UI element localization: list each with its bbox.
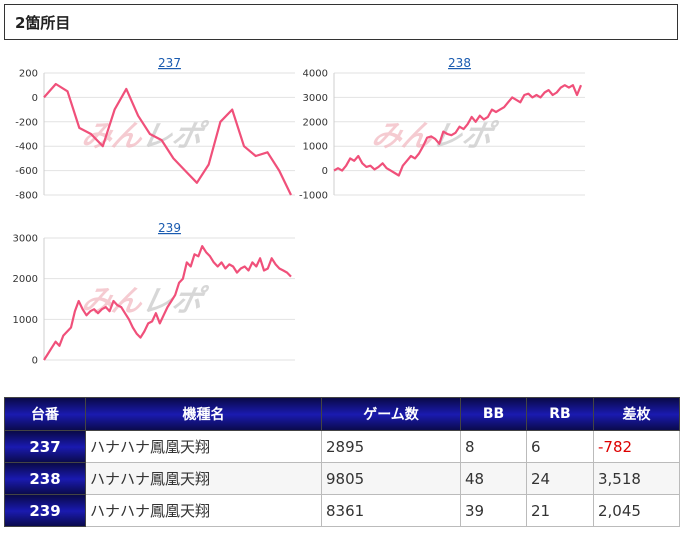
bb-count: 8 bbox=[460, 430, 527, 463]
machine-name: ハナハナ鳳凰天翔 bbox=[85, 430, 322, 463]
watermark-part1: みん bbox=[368, 119, 437, 154]
section-title: 2箇所目 bbox=[15, 14, 71, 32]
series-line bbox=[43, 245, 292, 361]
y-tick-label: 3000 bbox=[13, 234, 38, 245]
y-tick-label: 1000 bbox=[13, 315, 38, 326]
table-row: 239 ハナハナ鳳凰天翔 8361 39 21 2,045 bbox=[4, 494, 680, 527]
coin-difference: 3,518 bbox=[593, 462, 680, 495]
bb-count: 39 bbox=[460, 494, 527, 527]
game-count: 8361 bbox=[321, 494, 461, 527]
col-header-number[interactable]: 台番 bbox=[4, 397, 86, 431]
y-tick-label: -800 bbox=[15, 191, 38, 202]
y-tick-label: 1000 bbox=[303, 142, 328, 153]
y-tick-label: 3000 bbox=[303, 93, 328, 104]
col-header-rb[interactable]: RB bbox=[526, 397, 594, 431]
machine-number[interactable]: 237 bbox=[4, 430, 86, 463]
bb-count: 48 bbox=[460, 462, 527, 495]
y-tick-label: 2000 bbox=[13, 274, 38, 285]
watermark-part1: みん bbox=[78, 119, 147, 154]
chart-237: 237 200 0 -200 -400 -600 -800 みんレポ bbox=[0, 55, 300, 202]
table-row: 237 ハナハナ鳳凰天翔 2895 8 6 -782 bbox=[4, 430, 680, 463]
rb-count: 6 bbox=[526, 430, 594, 463]
y-tick-label: 200 bbox=[19, 69, 38, 80]
col-header-diff[interactable]: 差枚 bbox=[593, 397, 680, 431]
watermark-logo: みんレポ bbox=[78, 119, 210, 154]
coin-difference: -782 bbox=[593, 430, 680, 463]
chart-title-link[interactable]: 239 bbox=[158, 221, 181, 235]
machine-number[interactable]: 239 bbox=[4, 494, 86, 527]
series-line bbox=[333, 84, 583, 177]
col-header-games[interactable]: ゲーム数 bbox=[321, 397, 461, 431]
y-tick-label: 0 bbox=[32, 93, 38, 104]
watermark-part2: レポ bbox=[138, 284, 210, 319]
series-line bbox=[43, 82, 292, 196]
y-tick-label: -1000 bbox=[299, 191, 328, 202]
y-tick-label: 0 bbox=[32, 356, 38, 367]
game-count: 9805 bbox=[321, 462, 461, 495]
col-header-machine[interactable]: 機種名 bbox=[85, 397, 322, 431]
coin-difference: 2,045 bbox=[593, 494, 680, 527]
y-tick-label: 0 bbox=[322, 166, 328, 177]
watermark-part2: レポ bbox=[428, 119, 500, 154]
chart-svg: 237 200 0 -200 -400 -600 -800 みんレポ bbox=[15, 56, 295, 202]
col-header-bb[interactable]: BB bbox=[460, 397, 527, 431]
rb-count: 24 bbox=[526, 462, 594, 495]
rb-count: 21 bbox=[526, 494, 594, 527]
y-tick-label: 2000 bbox=[303, 117, 328, 128]
chart-title-link[interactable]: 238 bbox=[448, 56, 471, 70]
machine-name: ハナハナ鳳凰天翔 bbox=[85, 494, 322, 527]
game-count: 2895 bbox=[321, 430, 461, 463]
chart-238: 238 4000 3000 2000 1000 0 -1000 みんレポ bbox=[290, 55, 590, 202]
results-table: 台番 機種名 ゲーム数 BB RB 差枚 237 ハナハナ鳳凰天翔 2895 8… bbox=[4, 397, 680, 527]
machine-name: ハナハナ鳳凰天翔 bbox=[85, 462, 322, 495]
y-tick-label: -200 bbox=[15, 117, 38, 128]
chart-239: 239 3000 2000 1000 0 みんレポ bbox=[0, 220, 300, 367]
y-tick-label: 4000 bbox=[303, 69, 328, 80]
y-tick-label: -400 bbox=[15, 142, 38, 153]
watermark-part2: レポ bbox=[138, 119, 210, 154]
machine-number[interactable]: 238 bbox=[4, 462, 86, 495]
chart-title-link[interactable]: 237 bbox=[158, 56, 181, 70]
table-header-row: 台番 機種名 ゲーム数 BB RB 差枚 bbox=[4, 397, 680, 431]
chart-svg: 238 4000 3000 2000 1000 0 -1000 みんレポ bbox=[299, 56, 585, 202]
y-tick-label: -600 bbox=[15, 166, 38, 177]
table-row: 238 ハナハナ鳳凰天翔 9805 48 24 3,518 bbox=[4, 462, 680, 495]
watermark-logo: みんレポ bbox=[368, 119, 500, 154]
section-header: 2箇所目 bbox=[4, 4, 678, 40]
